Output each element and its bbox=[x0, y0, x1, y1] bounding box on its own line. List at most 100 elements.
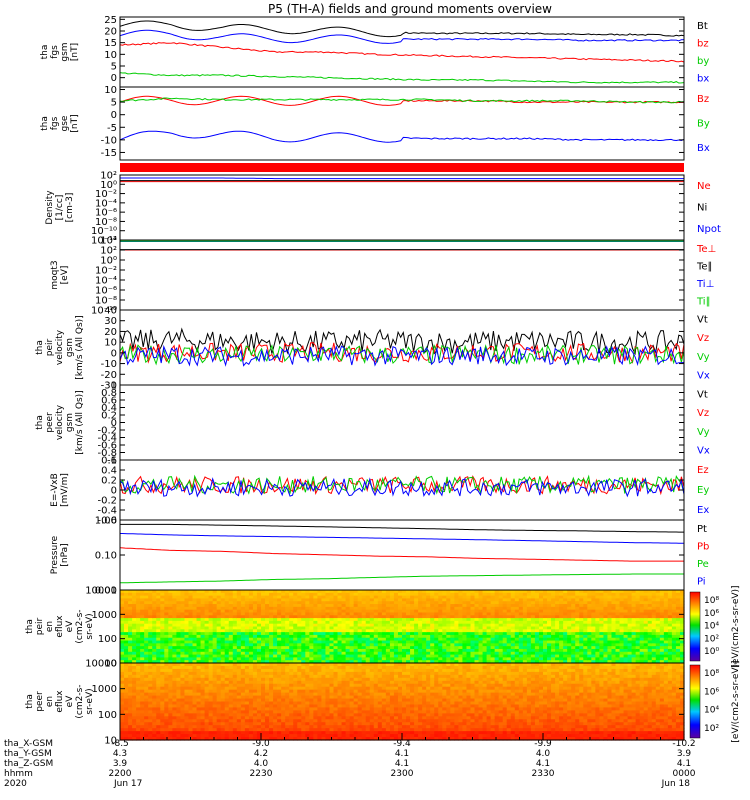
heatmap-cell bbox=[309, 654, 314, 658]
heatmap-cell bbox=[357, 615, 363, 619]
heatmap-cell bbox=[526, 604, 532, 608]
heatmap-cell bbox=[293, 629, 298, 633]
heatmap-cell bbox=[422, 643, 427, 647]
heatmap-cell bbox=[301, 646, 306, 650]
heatmap-cell bbox=[152, 637, 157, 642]
heatmap-cell bbox=[140, 665, 145, 670]
legend-entry: Ti⊥ bbox=[696, 279, 714, 290]
heatmap-cell bbox=[192, 657, 198, 661]
heatmap-cell bbox=[232, 701, 238, 706]
heatmap-cell bbox=[426, 651, 431, 656]
heatmap-cell bbox=[595, 654, 600, 658]
heatmap-cell bbox=[410, 651, 415, 656]
heatmap-cell bbox=[212, 695, 218, 700]
heatmap-cell bbox=[164, 615, 169, 619]
heatmap-cell bbox=[389, 595, 395, 600]
heatmap-cell bbox=[204, 663, 210, 667]
heatmap-cell bbox=[156, 646, 161, 650]
heatmap-cell bbox=[256, 620, 262, 625]
heatmap-cell bbox=[192, 677, 198, 682]
heatmap-cell bbox=[273, 646, 278, 650]
heatmap-cell bbox=[567, 618, 572, 622]
heatmap-cell bbox=[277, 663, 282, 667]
heatmap-cell bbox=[252, 686, 258, 691]
heatmap-cell bbox=[502, 657, 508, 661]
heatmap-cell bbox=[240, 590, 246, 594]
heatmap-cell bbox=[345, 609, 351, 614]
heatmap-cell bbox=[543, 634, 548, 639]
heatmap-cell bbox=[148, 698, 153, 703]
heatmap-cell bbox=[442, 615, 447, 619]
heatmap-cell bbox=[611, 626, 617, 630]
heatmap-cell bbox=[538, 637, 544, 642]
heatmap-cell bbox=[236, 713, 242, 717]
heatmap-cell bbox=[184, 618, 190, 622]
heatmap-cell bbox=[244, 648, 250, 653]
heatmap-cell bbox=[184, 648, 190, 653]
heatmap-cell bbox=[643, 609, 649, 614]
heatmap-cell bbox=[655, 612, 661, 616]
heatmap-cell bbox=[406, 590, 411, 594]
heatmap-cell bbox=[180, 683, 186, 688]
legend-entry: Ni bbox=[697, 203, 707, 214]
heatmap-cell bbox=[357, 648, 363, 653]
heatmap-cell bbox=[212, 634, 218, 639]
heatmap-cell bbox=[172, 680, 177, 685]
heatmap-cell bbox=[506, 601, 512, 605]
heatmap-cell bbox=[285, 651, 290, 656]
heatmap-cell bbox=[152, 643, 157, 647]
heatmap-cell bbox=[430, 632, 435, 636]
heatmap-cell bbox=[200, 710, 206, 714]
heatmap-cell bbox=[679, 606, 685, 611]
heatmap-cell bbox=[466, 601, 472, 605]
heatmap-cell bbox=[200, 651, 206, 656]
heatmap-cell bbox=[543, 618, 548, 622]
heatmap-cell bbox=[639, 629, 645, 633]
heatmap-cell bbox=[216, 710, 222, 714]
y-tick-label: 1000 bbox=[92, 610, 117, 621]
heatmap-cell bbox=[567, 598, 572, 602]
heatmap-cell bbox=[393, 601, 399, 605]
heatmap-cell bbox=[160, 683, 165, 688]
heatmap-cell bbox=[478, 604, 484, 608]
heatmap-cell bbox=[277, 737, 282, 741]
heatmap-cell bbox=[438, 654, 443, 658]
heatmap-cell bbox=[635, 632, 641, 636]
heatmap-cell bbox=[168, 722, 173, 726]
heatmap-cell bbox=[196, 629, 202, 633]
heatmap-cell bbox=[285, 632, 290, 636]
heatmap-cell bbox=[591, 637, 596, 642]
heatmap-cell bbox=[228, 716, 234, 720]
heatmap-cell bbox=[313, 623, 318, 628]
heatmap-cell bbox=[551, 646, 556, 650]
heatmap-cell bbox=[559, 609, 564, 614]
heatmap-cell bbox=[667, 609, 673, 614]
heatmap-cell bbox=[587, 660, 592, 664]
heatmap-cell bbox=[184, 606, 190, 611]
heatmap-cell bbox=[305, 637, 310, 642]
heatmap-cell bbox=[256, 710, 262, 714]
heatmap-cell bbox=[216, 704, 222, 709]
y-tick-label: -10 bbox=[101, 359, 117, 370]
heatmap-cell bbox=[256, 707, 262, 711]
heatmap-cell bbox=[216, 615, 222, 619]
heatmap-cell bbox=[514, 637, 520, 642]
heatmap-cell bbox=[631, 643, 637, 647]
y-tick-label: 0.2 bbox=[101, 476, 117, 487]
heatmap-cell bbox=[567, 657, 572, 661]
heatmap-cell bbox=[132, 680, 137, 685]
heatmap-cell bbox=[430, 623, 435, 628]
heatmap-cell bbox=[341, 657, 347, 661]
heatmap-cell bbox=[281, 626, 286, 630]
heatmap-cell bbox=[273, 674, 278, 679]
heatmap-cell bbox=[671, 609, 677, 614]
heatmap-cell bbox=[273, 671, 278, 676]
heatmap-cell bbox=[349, 598, 355, 602]
heatmap-cell bbox=[458, 651, 464, 656]
heatmap-cell bbox=[329, 598, 335, 602]
heatmap-cell bbox=[277, 665, 282, 670]
heatmap-cell bbox=[152, 592, 157, 597]
heatmap-cell bbox=[551, 629, 556, 633]
heatmap-cell bbox=[442, 612, 447, 616]
y-axis-label: en bbox=[45, 621, 55, 632]
